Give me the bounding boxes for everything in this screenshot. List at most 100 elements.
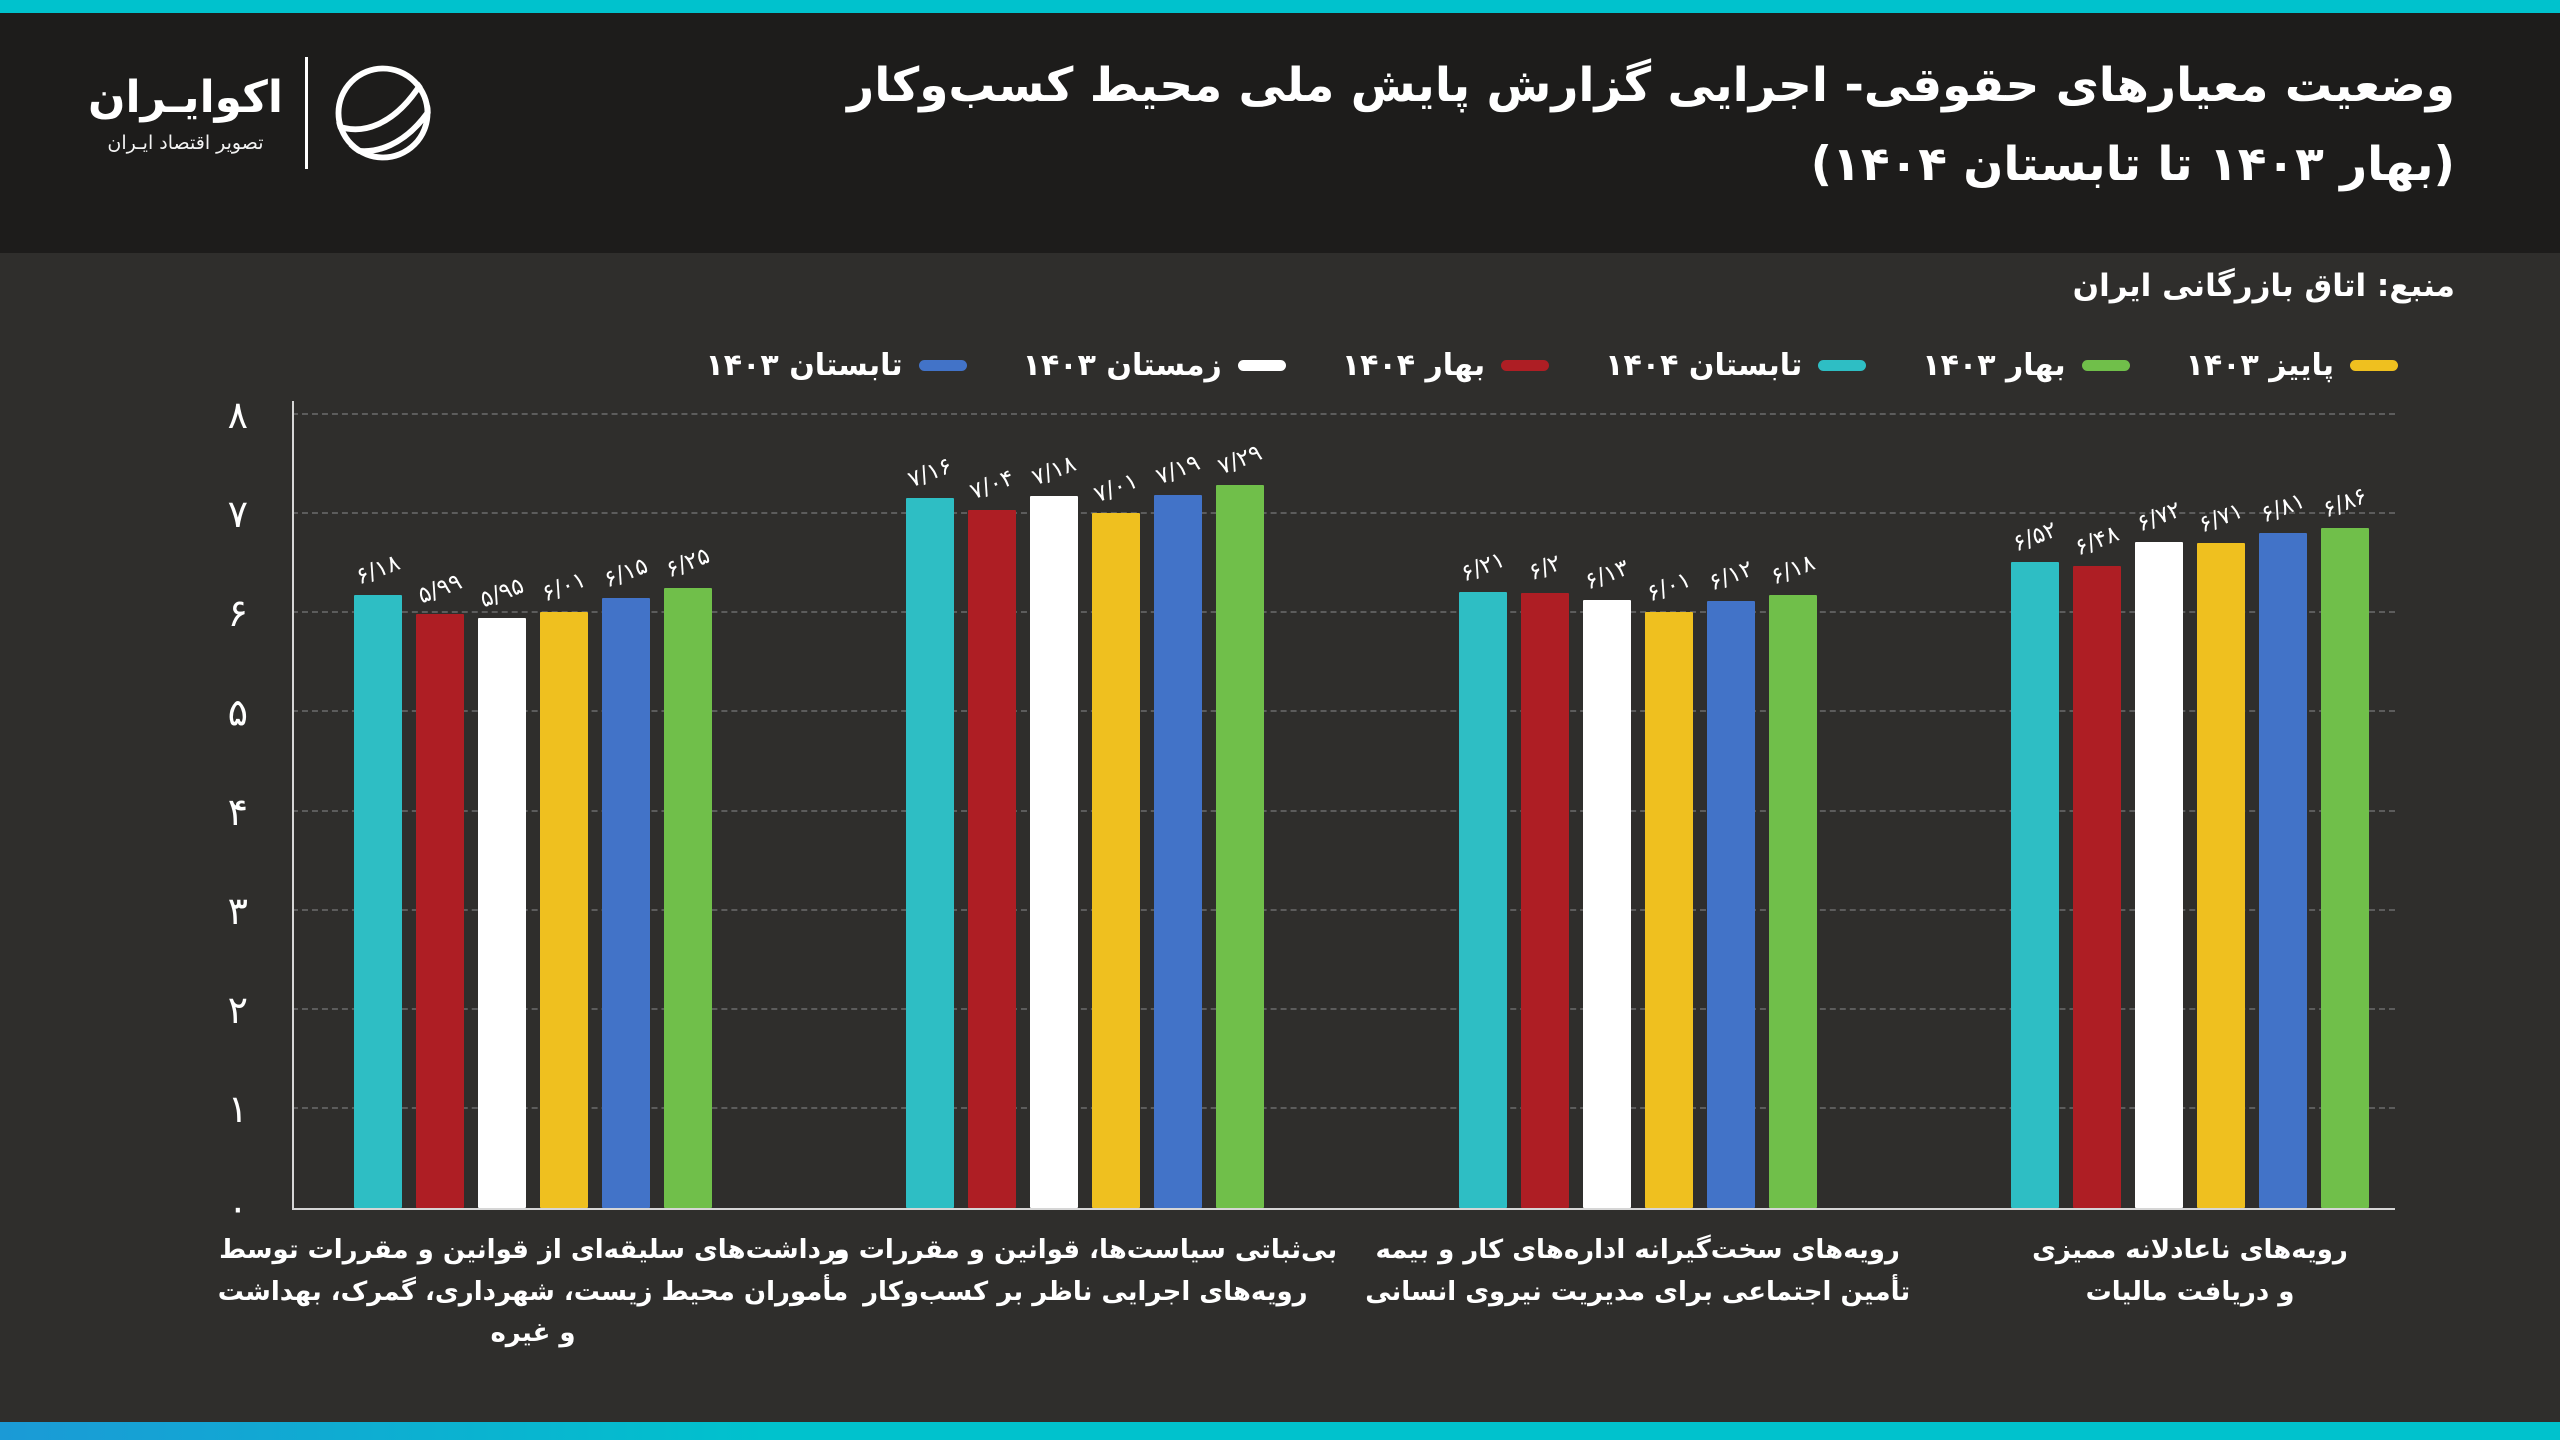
brand-name: اکوایـران <box>88 71 283 123</box>
legend-label: تابستان ۱۴۰۳ <box>705 348 903 383</box>
bar-group: ۶/۵۲ ۶/۴۸ ۶/۷۲ ۶/۷۱ ۶/۸۱ ۶/۸۶ رویه‌های ناعادلا… <box>2009 415 2371 1307</box>
legend-color-swatch <box>2350 360 2398 371</box>
bar-slot: ۶/۲۵ <box>662 415 714 1208</box>
top-accent-bar <box>0 0 2560 13</box>
logo-separator <box>304 57 308 169</box>
bar-slot: ۶/۴۸ <box>2071 415 2123 1208</box>
gridline <box>292 611 2395 614</box>
bar-value-label: ۶/۰۱ <box>538 567 590 608</box>
bar: ۶/۱۸ <box>352 550 404 1208</box>
bar: ۷/۱۶ <box>905 453 956 1208</box>
bar-value-label: ۵/۹۵ <box>476 573 528 614</box>
y-tick-label: ۵ <box>227 690 248 735</box>
bar: ۵/۹۵ <box>476 573 528 1208</box>
bar-slot: ۶/۱۳ <box>1581 415 1632 1208</box>
bar-value-label: ۶/۴۸ <box>2071 520 2123 561</box>
legend-item: زمستان ۱۴۰۳ <box>1023 348 1286 383</box>
bar-slot: ۶/۱۸ <box>1767 415 1818 1208</box>
bar-slot: ۶/۵۲ <box>2009 415 2061 1208</box>
y-tick-label: ۴ <box>227 789 248 834</box>
category-label: رویه‌های ناعادلانه ممیزی و دریافت مالیات <box>2032 1235 2348 1307</box>
legend-color-swatch <box>2081 360 2130 371</box>
bar: ۶/۲ <box>1520 550 1569 1208</box>
bar-slot: ۶/۱۲ <box>1705 415 1756 1208</box>
bar: ۶/۵۲ <box>2009 517 2061 1208</box>
bar-value-label: ۶/۲۵ <box>662 543 714 584</box>
x-axis-line <box>292 1208 2395 1210</box>
bar-value-label: ۶/۷۲ <box>2133 496 2185 538</box>
bar: ۶/۱۸ <box>1767 550 1818 1208</box>
bar-value-label: ۶/۷۱ <box>2195 497 2247 539</box>
bar-value-label: ۶/۲۱ <box>1457 547 1509 588</box>
bar-value-label: ۶/۸۱ <box>2257 487 2309 529</box>
legend-item: بهار ۱۴۰۴ <box>1341 348 1550 383</box>
bar: ۶/۴۸ <box>2071 521 2123 1208</box>
page-title: وضعیت معیارهای حقوقی- اجرایی گزارش پایش … <box>847 47 2455 205</box>
bar: ۷/۲۹ <box>1215 440 1266 1208</box>
brand-logo-text: اکوایـران تصویر اقتصاد ایـران <box>88 72 283 155</box>
bar: ۶/۱۲ <box>1705 556 1756 1208</box>
bar-slot: ۶/۲۱ <box>1457 415 1508 1208</box>
bar-value-label: ۵/۹۹ <box>414 569 466 610</box>
bar-slot: ۵/۹۵ <box>476 415 528 1208</box>
legend-item: پاییز ۱۴۰۳ <box>2186 348 2398 383</box>
bar: ۵/۹۹ <box>414 569 466 1208</box>
category-label: برداشت‌های سلیقه‌ای از قوانین و مقررات ت… <box>217 1235 849 1349</box>
bar-value-label: ۶/۱۸ <box>1767 550 1819 591</box>
plot-area: ۶/۱۸ ۵/۹۹ ۵/۹۵ ۶/۰۱ ۶/۱۵ ۶/۲۵ برداشت‌های سلیقه… <box>218 415 2395 1348</box>
legend-item: تابستان ۱۴۰۳ <box>706 348 967 383</box>
legend-item: بهار ۱۴۰۳ <box>1922 348 2130 383</box>
brand-logo: اکوایـران تصویر اقتصاد ایـران <box>88 57 436 169</box>
bar-value-label: ۶/۵۲ <box>2009 516 2061 557</box>
bar-slot: ۶/۸۶ <box>2319 415 2371 1208</box>
bar: ۷/۱۸ <box>1029 451 1080 1208</box>
bar: ۶/۸۱ <box>2257 488 2309 1208</box>
bar-slot: ۵/۹۹ <box>414 415 466 1208</box>
bar: ۶/۸۶ <box>2319 483 2371 1208</box>
bar-value-label: ۶/۸۶ <box>2319 482 2371 524</box>
bar-group: ۶/۲۱ ۶/۲ ۶/۱۳ ۶/۰۱ ۶/۱۲ ۶/۱۸ رویه‌های سخت‌گیرا… <box>1365 415 1910 1306</box>
bar-value-label: ۷/۰۴ <box>966 465 1018 506</box>
bar-slot: ۶/۲ <box>1520 415 1569 1208</box>
legend-label: پاییز ۱۴۰۳ <box>2185 348 2334 383</box>
ecoiran-globe-icon <box>330 60 436 166</box>
bar-group: ۶/۱۸ ۵/۹۹ ۵/۹۵ ۶/۰۱ ۶/۱۵ ۶/۲۵ برداشت‌های سلیقه… <box>218 415 848 1348</box>
bar: ۶/۱۳ <box>1581 555 1632 1208</box>
legend-label: زمستان ۱۴۰۳ <box>1022 348 1222 383</box>
legend-item: تابستان ۱۴۰۴ <box>1605 348 1867 383</box>
bar-value-label: ۶/۱۲ <box>1705 556 1757 597</box>
bar-group: ۷/۱۶ ۷/۰۴ ۷/۱۸ ۷/۰۱ ۷/۱۹ ۷/۲۹ بی‌ثباتی سیاست‌ه… <box>834 415 1338 1306</box>
bar: ۶/۱۵ <box>600 553 652 1208</box>
bar-slot: ۷/۰۱ <box>1091 415 1142 1208</box>
legend-label: بهار ۱۴۰۴ <box>1341 348 1486 383</box>
bar-value-label: ۷/۱۸ <box>1028 451 1080 492</box>
legend-color-swatch <box>1237 360 1286 371</box>
bar: ۶/۲۱ <box>1457 547 1508 1208</box>
gridline <box>292 512 2395 515</box>
y-tick-label: ۸ <box>227 393 248 437</box>
bar-slot: ۶/۰۱ <box>538 415 590 1208</box>
y-axis-line <box>292 401 294 1208</box>
bar-slot: ۶/۰۱ <box>1643 415 1694 1208</box>
header: اکوایـران تصویر اقتصاد ایـران وضعیت معیا… <box>0 13 2560 253</box>
bar-value-label: ۷/۱۶ <box>904 453 956 494</box>
bar-slot: ۶/۷۲ <box>2133 415 2185 1208</box>
legend-label: بهار ۱۴۰۳ <box>1922 348 2066 383</box>
legend-label: تابستان ۱۴۰۴ <box>1605 348 1803 383</box>
gridline <box>292 809 2395 812</box>
bar-slot: ۶/۸۱ <box>2257 415 2309 1208</box>
bar-value-label: ۶/۲ <box>1524 550 1565 587</box>
bar: ۷/۰۴ <box>967 465 1018 1208</box>
gridline <box>292 413 2395 415</box>
bar-value-label: ۷/۲۹ <box>1214 440 1266 481</box>
bar-value-label: ۷/۱۹ <box>1152 450 1204 491</box>
bar-chart: ۶/۱۸ ۵/۹۹ ۵/۹۵ ۶/۰۱ ۶/۱۵ ۶/۲۵ برداشت‌های سلیقه… <box>218 401 2395 1348</box>
page-title-line2: (بهار ۱۴۰۳ تا تابستان ۱۴۰۴) <box>1810 136 2455 192</box>
category-label: بی‌ثباتی سیاست‌ها، قوانین و مقررات و رویه… <box>833 1235 1338 1307</box>
legend-color-swatch <box>1818 360 1867 371</box>
y-axis-tick-labels: ۰ ۱ ۲ ۳ ۴ ۵ ۶ ۷ ۸ <box>168 396 264 1227</box>
bar-slot: ۷/۱۶ <box>905 415 956 1208</box>
bar-value-label: ۶/۱۵ <box>600 553 652 594</box>
source-label: منبع: اتاق بازرگانی ایران <box>2072 268 2455 304</box>
